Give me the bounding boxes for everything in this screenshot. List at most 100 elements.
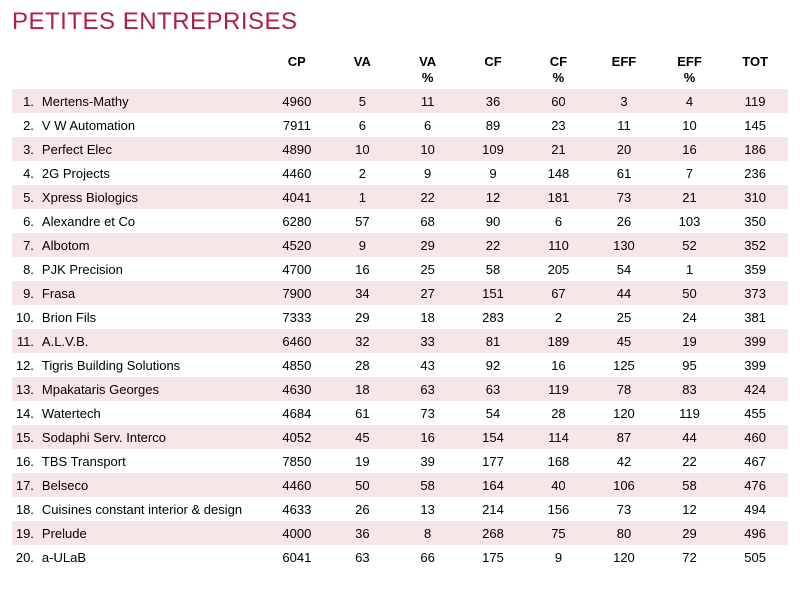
cell-name: Perfect Elec xyxy=(40,137,264,161)
cell-rank: 5. xyxy=(12,185,40,209)
cell-tot: 399 xyxy=(722,329,788,353)
table-row: 6.Alexandre et Co6280576890626103350 xyxy=(12,209,788,233)
cell-cp: 6280 xyxy=(264,209,330,233)
cell-va: 26 xyxy=(330,497,395,521)
cell-cf: 36 xyxy=(460,89,525,113)
cell-tot: 350 xyxy=(722,209,788,233)
cell-name: Tigris Building Solutions xyxy=(40,353,264,377)
table-row: 3.Perfect Elec48901010109212016186 xyxy=(12,137,788,161)
cell-vap: 43 xyxy=(395,353,460,377)
cell-cfp: 60 xyxy=(526,89,591,113)
cell-vap: 8 xyxy=(395,521,460,545)
cell-cfp: 67 xyxy=(526,281,591,305)
cell-effp: 4 xyxy=(657,89,723,113)
cell-eff: 80 xyxy=(591,521,657,545)
cell-vap: 58 xyxy=(395,473,460,497)
cell-rank: 18. xyxy=(12,497,40,521)
cell-eff: 42 xyxy=(591,449,657,473)
table-row: 19.Prelude4000368268758029496 xyxy=(12,521,788,545)
cell-cf: 9 xyxy=(460,161,525,185)
cell-effp: 72 xyxy=(657,545,723,569)
table-row: 4.2G Projects4460299148617236 xyxy=(12,161,788,185)
cell-eff: 73 xyxy=(591,497,657,521)
cell-va: 32 xyxy=(330,329,395,353)
cell-rank: 16. xyxy=(12,449,40,473)
cell-vap: 63 xyxy=(395,377,460,401)
cell-effp: 44 xyxy=(657,425,723,449)
cell-effp: 58 xyxy=(657,473,723,497)
cell-cp: 4700 xyxy=(264,257,330,281)
cell-cf: 175 xyxy=(460,545,525,569)
cell-tot: 476 xyxy=(722,473,788,497)
cell-vap: 66 xyxy=(395,545,460,569)
table-row: 13.Mpakataris Georges4630186363119788342… xyxy=(12,377,788,401)
cell-effp: 19 xyxy=(657,329,723,353)
cell-cp: 6460 xyxy=(264,329,330,353)
cell-cf: 12 xyxy=(460,185,525,209)
cell-vap: 18 xyxy=(395,305,460,329)
cell-cfp: 40 xyxy=(526,473,591,497)
cell-name: Mertens-Mathy xyxy=(40,89,264,113)
table-row: 5.Xpress Biologics4041122121817321310 xyxy=(12,185,788,209)
cell-rank: 15. xyxy=(12,425,40,449)
col-vap: VA% xyxy=(395,50,460,89)
table-row: 9.Frasa79003427151674450373 xyxy=(12,281,788,305)
table-row: 2.V W Automation79116689231110145 xyxy=(12,113,788,137)
cell-va: 61 xyxy=(330,401,395,425)
cell-vap: 9 xyxy=(395,161,460,185)
cell-cfp: 6 xyxy=(526,209,591,233)
col-blank-name xyxy=(40,50,264,89)
table-row: 20.a-ULaB60416366175912072505 xyxy=(12,545,788,569)
cell-cfp: 23 xyxy=(526,113,591,137)
cell-cfp: 205 xyxy=(526,257,591,281)
cell-cfp: 148 xyxy=(526,161,591,185)
cell-name: Brion Fils xyxy=(40,305,264,329)
cell-cfp: 2 xyxy=(526,305,591,329)
table-row: 10.Brion Fils7333291828322524381 xyxy=(12,305,788,329)
cell-rank: 6. xyxy=(12,209,40,233)
cell-cp: 4460 xyxy=(264,473,330,497)
table-row: 1.Mertens-Mathy4960511366034119 xyxy=(12,89,788,113)
table-row: 7.Albotom45209292211013052352 xyxy=(12,233,788,257)
cell-rank: 10. xyxy=(12,305,40,329)
cell-cp: 7850 xyxy=(264,449,330,473)
cell-va: 1 xyxy=(330,185,395,209)
cell-cp: 4630 xyxy=(264,377,330,401)
col-blank-rank xyxy=(12,50,40,89)
cell-cp: 7900 xyxy=(264,281,330,305)
cell-rank: 12. xyxy=(12,353,40,377)
cell-effp: 10 xyxy=(657,113,723,137)
cell-vap: 25 xyxy=(395,257,460,281)
cell-va: 36 xyxy=(330,521,395,545)
cell-rank: 2. xyxy=(12,113,40,137)
col-effp: EFF% xyxy=(657,50,723,89)
cell-cfp: 119 xyxy=(526,377,591,401)
cell-name: Xpress Biologics xyxy=(40,185,264,209)
cell-cp: 4041 xyxy=(264,185,330,209)
cell-cfp: 75 xyxy=(526,521,591,545)
cell-cf: 177 xyxy=(460,449,525,473)
cell-cp: 6041 xyxy=(264,545,330,569)
cell-va: 34 xyxy=(330,281,395,305)
cell-effp: 22 xyxy=(657,449,723,473)
cell-cf: 92 xyxy=(460,353,525,377)
cell-rank: 7. xyxy=(12,233,40,257)
cell-cf: 89 xyxy=(460,113,525,137)
col-tot: TOT xyxy=(722,50,788,89)
cell-name: 2G Projects xyxy=(40,161,264,185)
cell-cfp: 16 xyxy=(526,353,591,377)
cell-tot: 373 xyxy=(722,281,788,305)
cell-va: 28 xyxy=(330,353,395,377)
cell-tot: 494 xyxy=(722,497,788,521)
table-row: 18.Cuisines constant interior & design46… xyxy=(12,497,788,521)
cell-effp: 24 xyxy=(657,305,723,329)
cell-cp: 4520 xyxy=(264,233,330,257)
cell-vap: 13 xyxy=(395,497,460,521)
cell-va: 6 xyxy=(330,113,395,137)
cell-vap: 22 xyxy=(395,185,460,209)
cell-cf: 109 xyxy=(460,137,525,161)
cell-cfp: 21 xyxy=(526,137,591,161)
cell-va: 63 xyxy=(330,545,395,569)
cell-name: a-ULaB xyxy=(40,545,264,569)
cell-va: 50 xyxy=(330,473,395,497)
